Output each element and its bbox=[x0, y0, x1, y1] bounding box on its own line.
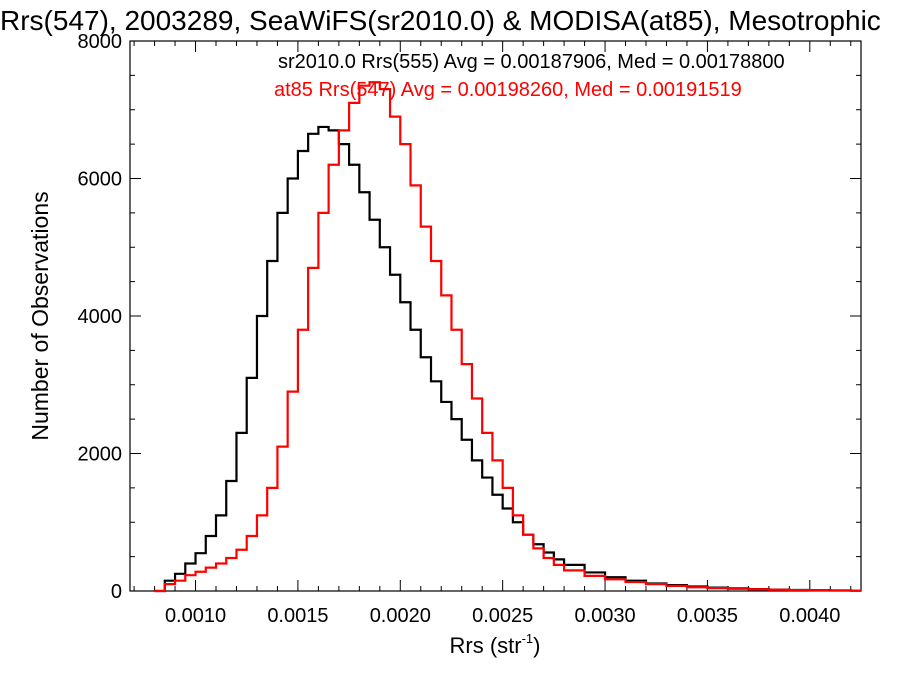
series-line-1 bbox=[154, 81, 861, 593]
y-tick-label: 8000 bbox=[78, 31, 123, 53]
y-tick-label: 2000 bbox=[78, 444, 123, 466]
x-axis-label-tail: ) bbox=[533, 633, 540, 658]
x-tick-label: 0.0035 bbox=[677, 605, 738, 627]
series-line-0 bbox=[154, 125, 861, 593]
series-lines bbox=[154, 81, 861, 593]
y-tick-label: 0 bbox=[111, 581, 122, 603]
y-axis-label: Number of Observations bbox=[27, 191, 53, 440]
x-tick-label: 0.0015 bbox=[267, 605, 328, 627]
x-axis-label-main: Rrs (str bbox=[450, 633, 522, 658]
x-tick-label: 0.0010 bbox=[165, 605, 226, 627]
x-tick-label: 0.0025 bbox=[472, 605, 533, 627]
x-tick-label: 0.0040 bbox=[779, 605, 840, 627]
y-tick-labels: 0 2000 4000 6000 8000 bbox=[78, 31, 123, 603]
annotation-at85: at85 Rrs(547) Avg = 0.00198260, Med = 0.… bbox=[274, 79, 742, 101]
axis-ticks bbox=[130, 40, 861, 592]
x-tick-label: 0.0030 bbox=[574, 605, 635, 627]
y-tick-label: 6000 bbox=[78, 169, 123, 191]
x-tick-labels: 0.0010 0.0015 0.0020 0.0025 0.0030 0.0035 0.00… bbox=[165, 605, 840, 627]
y-tick-label: 4000 bbox=[78, 306, 123, 328]
annotation-sr2010: sr2010.0 Rrs(555) Avg = 0.00187906, Med … bbox=[278, 51, 785, 73]
x-axis-label-sup: -1 bbox=[522, 631, 534, 646]
x-axis-label: Rrs (str-1) bbox=[450, 631, 541, 658]
chart-title: Rrs(547), 2003289, SeaWiFS(sr2010.0) & M… bbox=[0, 5, 881, 36]
plot-frame bbox=[129, 40, 862, 592]
x-tick-label: 0.0020 bbox=[370, 605, 431, 627]
